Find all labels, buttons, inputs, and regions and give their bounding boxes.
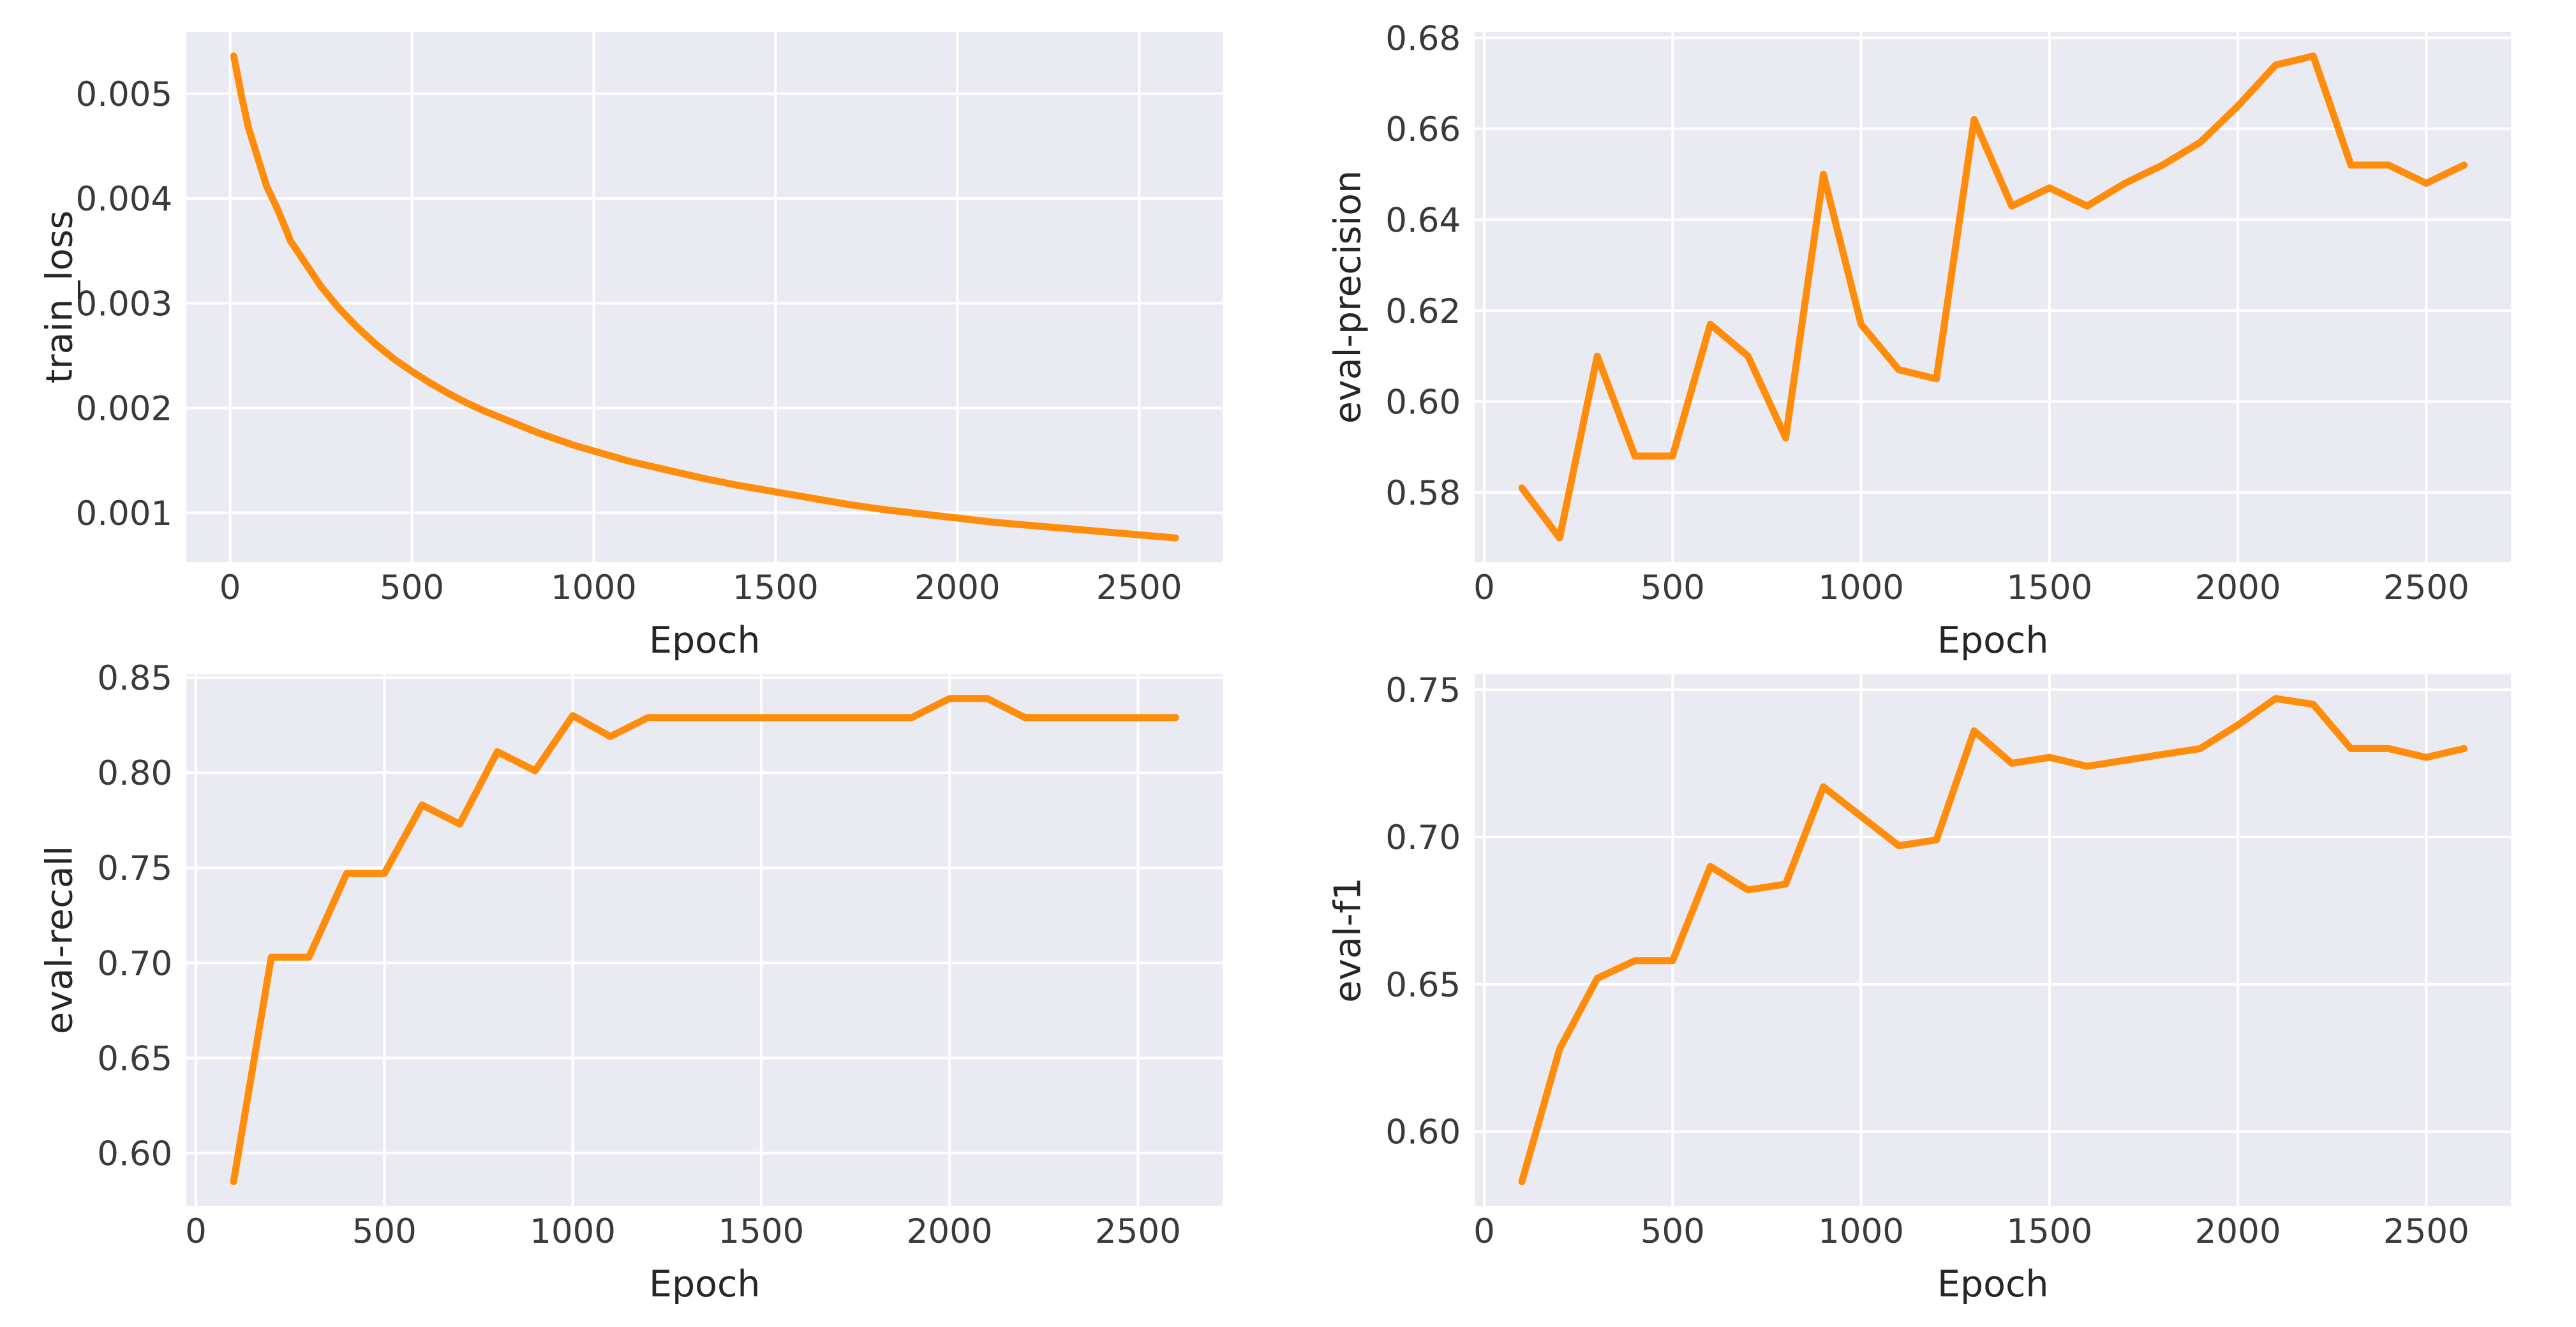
y-tick-label: 0.66 (1385, 110, 1461, 149)
y-tick-label: 0.68 (1385, 19, 1461, 58)
axis-label-x: Epoch (1937, 1263, 2048, 1305)
y-tick-label: 0.60 (97, 1134, 172, 1173)
y-tick-label: 0.65 (1385, 966, 1461, 1005)
y-tick-label: 0.004 (76, 180, 173, 219)
y-tick-label: 0.65 (97, 1039, 172, 1078)
y-tick-label: 0.60 (1385, 383, 1461, 422)
subplot-eval-precision: 0 500 1000 1500 2000 2500 0.58 0.60 0.62 0.64 0.66… (1288, 0, 2576, 664)
y-tick-label: 0.70 (1385, 819, 1461, 857)
x-tick-label: 1000 (1818, 568, 1904, 607)
x-tick-label: 2500 (2383, 568, 2469, 607)
train-loss-chart: 0 500 1000 1500 2000 2500 0.001 0.002 0.003 0.004… (38, 32, 1223, 662)
series-line-train_loss (230, 52, 1179, 542)
y-tick-label: 0.58 (1385, 474, 1461, 513)
plot-background (186, 32, 1223, 562)
series-line-eval-f1 (1518, 695, 2468, 1185)
plot-background (186, 674, 1223, 1206)
eval-recall-chart: 0 500 1000 1500 2000 2500 0.60 0.65 0.70 0.75 0.80… (38, 659, 1223, 1305)
x-tick-label: 1500 (718, 1212, 804, 1251)
x-tick-label: 1500 (2006, 568, 2092, 607)
x-tick-label: 0 (1473, 1212, 1495, 1251)
axis-label-x: Epoch (649, 1263, 761, 1305)
y-tick-label: 0.75 (1385, 671, 1461, 710)
subplot-eval-f1: 0 500 1000 1500 2000 2500 0.60 0.65 0.70 0.75 Epoc… (1288, 664, 2576, 1327)
y-tick-label: 0.85 (97, 659, 172, 698)
x-tick-label: 0 (220, 568, 241, 607)
axis-label-x: Epoch (1937, 619, 2048, 662)
axis-label-y: eval-precision (1327, 170, 1369, 424)
plot-background (1474, 32, 2511, 562)
series-line-eval-recall (230, 695, 1179, 1185)
x-tick-label: 2000 (2194, 1212, 2281, 1251)
x-tick-label: 2500 (1096, 568, 1182, 607)
x-tick-label: 2000 (907, 1212, 993, 1251)
x-tick-label: 500 (1640, 1212, 1704, 1251)
subplot-train-loss: 0 500 1000 1500 2000 2500 0.001 0.002 0.003 0.004… (0, 0, 1288, 664)
plot-background (1474, 674, 2511, 1206)
axis-label-y: eval-f1 (1327, 877, 1369, 1002)
y-tick-label: 0.62 (1385, 292, 1461, 331)
x-tick-label: 500 (1640, 568, 1704, 607)
y-tick-label: 0.80 (97, 754, 172, 793)
x-tick-label: 0 (1473, 568, 1495, 607)
y-tick-label: 0.64 (1385, 201, 1461, 240)
x-tick-label: 500 (352, 1212, 417, 1251)
y-tick-label: 0.75 (97, 849, 172, 888)
eval-f1-chart: 0 500 1000 1500 2000 2500 0.60 0.65 0.70 0.75 Epoc… (1327, 671, 2511, 1305)
eval-precision-chart: 0 500 1000 1500 2000 2500 0.58 0.60 0.62 0.64 0.66… (1327, 19, 2511, 662)
y-tick-label: 0.002 (76, 390, 173, 429)
y-tick-label: 0.70 (97, 944, 172, 983)
x-tick-label: 1000 (530, 1212, 616, 1251)
y-tick-label: 0.003 (76, 285, 173, 323)
y-tick-label: 0.60 (1385, 1113, 1461, 1152)
x-tick-label: 2000 (914, 568, 1001, 607)
x-tick-label: 1000 (551, 568, 637, 607)
y-tick-label: 0.001 (76, 494, 173, 533)
x-tick-label: 0 (185, 1212, 207, 1251)
series-line-eval-precision (1518, 52, 2468, 542)
x-tick-label: 1500 (733, 568, 819, 607)
x-tick-label: 1500 (2006, 1212, 2092, 1251)
axis-label-y: eval-recall (38, 846, 80, 1034)
x-tick-label: 500 (380, 568, 444, 607)
y-tick-label: 0.005 (76, 75, 173, 114)
x-tick-label: 2500 (1095, 1212, 1181, 1251)
subplot-eval-recall: 0 500 1000 1500 2000 2500 0.60 0.65 0.70 0.75 0.80… (0, 659, 1288, 1327)
axis-label-x: Epoch (649, 619, 761, 662)
axis-label-y: train_loss (38, 211, 80, 383)
x-tick-label: 1000 (1818, 1212, 1904, 1251)
x-tick-label: 2000 (2194, 568, 2281, 607)
x-tick-label: 2500 (2383, 1212, 2469, 1251)
